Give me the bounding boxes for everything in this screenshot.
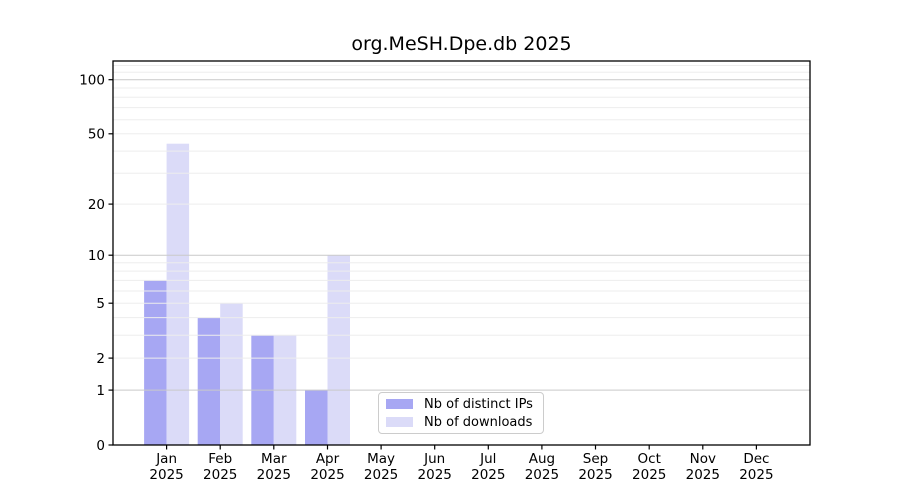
legend-entry-distinct-ips: Nb of distinct IPs (386, 397, 543, 412)
x-tick-label-year: 2025 (578, 467, 612, 483)
x-tick-label-year: 2025 (149, 467, 183, 483)
legend-label-distinct-ips: Nb of distinct IPs (424, 396, 533, 412)
legend-entry-downloads: Nb of downloads (386, 415, 543, 430)
x-tick-label-month: May (367, 451, 395, 467)
legend-label-downloads: Nb of downloads (424, 414, 533, 430)
bar-apr-downloads (327, 255, 350, 445)
y-tick-label: 50 (88, 127, 105, 143)
x-tick-label-year: 2025 (686, 467, 720, 483)
x-tick-label-year: 2025 (525, 467, 559, 483)
x-tick-label-year: 2025 (632, 467, 666, 483)
axes-box (112, 60, 811, 446)
bar-jan-distinct-ips (144, 280, 167, 445)
x-tick-label-month: Sep (583, 451, 608, 467)
y-tick-label: 100 (79, 73, 105, 89)
x-tick-label-year: 2025 (418, 467, 452, 483)
bar-feb-downloads (220, 303, 243, 445)
y-tick-label: 10 (88, 248, 105, 264)
x-tick-label-year: 2025 (739, 467, 773, 483)
x-tick-label-month: Jul (479, 451, 496, 467)
chart-title: org.MeSH.Dpe.db 2025 (351, 33, 572, 55)
x-tick-label-year: 2025 (471, 467, 505, 483)
x-tick-label-month: Aug (529, 451, 555, 467)
x-tick-label-year: 2025 (257, 467, 291, 483)
x-tick-label-month: Nov (690, 451, 716, 467)
legend-swatch-downloads (386, 417, 413, 427)
bar-apr-distinct-ips (305, 390, 328, 445)
legend-swatch-distinct-ips (386, 399, 413, 409)
x-tick-label-month: Feb (208, 451, 232, 467)
x-tick-label-month: Apr (316, 451, 340, 467)
x-tick-label-month: Oct (638, 451, 661, 467)
bar-feb-distinct-ips (197, 317, 221, 445)
y-tick-label: 1 (96, 383, 105, 399)
x-tick-label-year: 2025 (310, 467, 344, 483)
x-tick-label-year: 2025 (364, 467, 398, 483)
legend: Nb of distinct IPs Nb of downloads (378, 392, 544, 434)
x-tick-label-month: Mar (261, 451, 287, 467)
x-tick-label-month: Jan (155, 451, 177, 467)
y-tick-label: 5 (96, 296, 105, 312)
y-tick-label: 0 (96, 438, 105, 454)
x-tick-label-month: Dec (743, 451, 769, 467)
bar-jan-downloads (166, 143, 190, 445)
x-tick-label-year: 2025 (203, 467, 237, 483)
y-tick-label: 2 (96, 351, 105, 367)
y-tick-label: 20 (88, 197, 105, 213)
x-tick-label-month: Jun (423, 451, 445, 467)
